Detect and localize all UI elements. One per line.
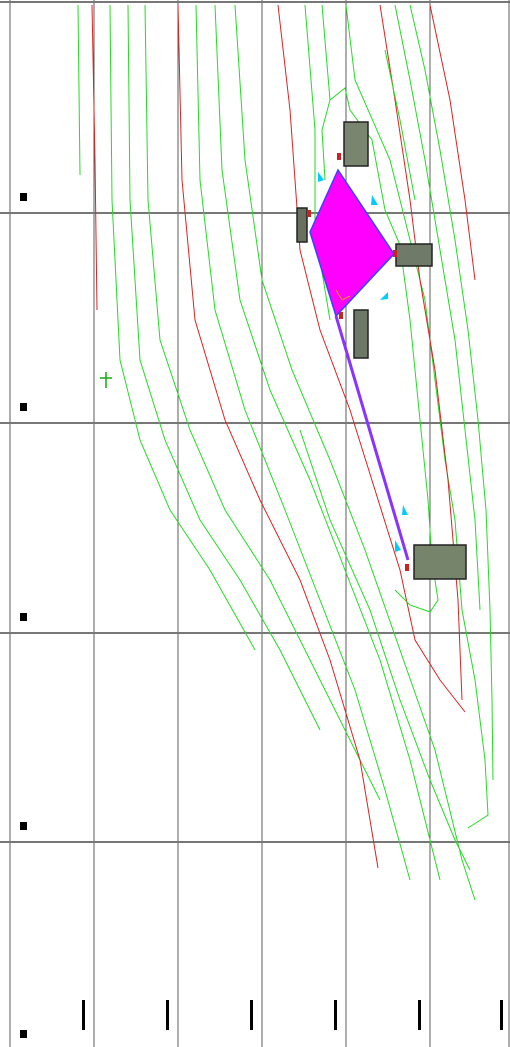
route-line [334, 315, 410, 561]
cross-marker [100, 372, 112, 388]
photo-markers [307, 153, 409, 571]
grid-markers [20, 193, 503, 1038]
survey-overlay [100, 121, 467, 580]
contours [77, 4, 494, 901]
photo-thumbnails [296, 121, 467, 580]
direction-arrows [318, 172, 408, 552]
